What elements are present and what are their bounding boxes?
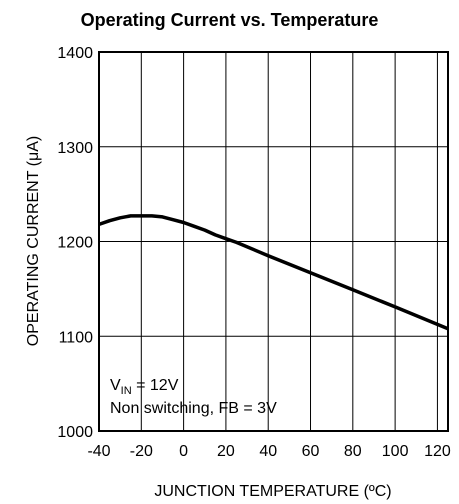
x-tick-label: 20 <box>217 443 235 460</box>
vin-value: = 12V <box>132 377 179 394</box>
y-axis-label: OPERATING CURRENT (μA) <box>25 136 42 346</box>
x-tick-label: 120 <box>424 443 451 460</box>
x-tick-label: 60 <box>302 443 320 460</box>
x-axis-label: JUNCTION TEMPERATURE (ºC) <box>154 483 391 500</box>
y-tick-labels: 1000 1100 1200 1300 1400 <box>57 45 93 441</box>
y-tick-label: 1000 <box>57 424 93 441</box>
y-tick-label: 1100 <box>59 329 94 346</box>
y-tick-label: 1200 <box>57 235 93 252</box>
vin-subscript: IN <box>121 385 132 397</box>
x-tick-label: -20 <box>130 443 153 460</box>
x-tick-label: 40 <box>259 443 277 460</box>
condition-line2: Non switching, FB = 3V <box>110 400 277 417</box>
y-tick-label: 1400 <box>57 45 93 62</box>
data-series <box>98 214 449 331</box>
grid-lines <box>99 52 448 431</box>
vin-prefix: V <box>110 377 121 394</box>
x-tick-label: 0 <box>179 443 188 460</box>
chart-title: Operating Current vs. Temperature <box>80 10 379 30</box>
plot-frame <box>98 51 449 432</box>
vin-annotation: VIN = 12V <box>110 377 179 397</box>
operating-current-line <box>98 214 449 331</box>
x-tick-label: -40 <box>87 443 110 460</box>
x-tick-label: 80 <box>344 443 362 460</box>
x-tick-labels: -40 -20 0 20 40 60 80 100 120 <box>87 443 450 460</box>
y-tick-label: 1300 <box>57 140 93 157</box>
condition-annotation: VIN = 12V Non switching, FB = 3V <box>110 377 277 417</box>
x-tick-label: 100 <box>382 443 409 460</box>
